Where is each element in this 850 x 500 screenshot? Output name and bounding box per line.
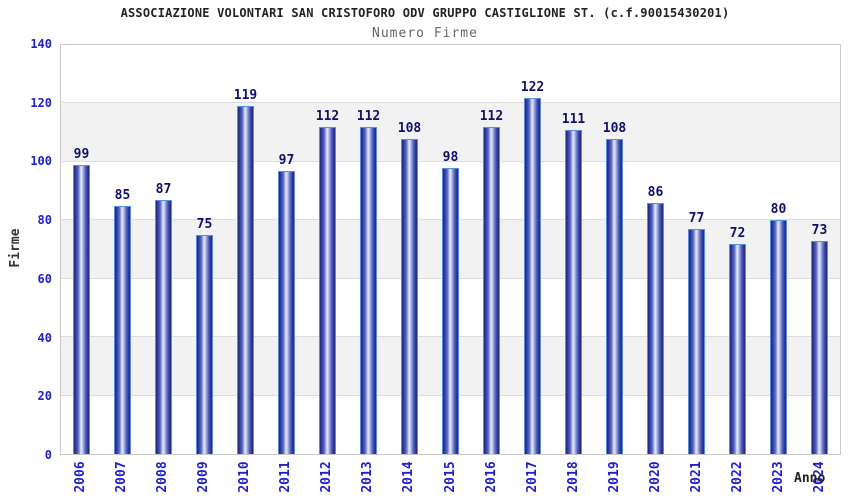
bar-value-label: 119 bbox=[233, 88, 258, 104]
bar bbox=[401, 138, 418, 454]
bar-value-label: 112 bbox=[479, 108, 504, 124]
bar bbox=[113, 205, 131, 454]
chart-title: ASSOCIAZIONE VOLONTARI SAN CRISTOFORO OD… bbox=[120, 6, 730, 20]
bar-value-label: 85 bbox=[114, 187, 131, 203]
y-tick-label: 120 bbox=[30, 95, 52, 110]
x-tick-label: 2006 bbox=[72, 461, 88, 493]
bar bbox=[647, 202, 664, 454]
bar-value-label: 108 bbox=[397, 120, 422, 136]
bar-value-label: 80 bbox=[770, 202, 787, 218]
bar-value-label: 122 bbox=[520, 79, 545, 95]
bar bbox=[565, 129, 582, 454]
bar bbox=[442, 167, 459, 454]
bar bbox=[196, 234, 213, 454]
y-axis: 0 20 40 60 80 100 120 140 bbox=[0, 37, 52, 462]
bar-value-label: 112 bbox=[356, 108, 381, 124]
bar bbox=[319, 126, 336, 454]
x-tick-label: 2011 bbox=[278, 461, 294, 493]
chart-subtitle: Numero Firme bbox=[372, 26, 478, 41]
bar-value-label: 98 bbox=[442, 149, 459, 165]
plot-area: 99 85 87 75 119 97 112 112 108 98 112 122 111 108 86 77… bbox=[60, 44, 841, 455]
bar bbox=[688, 229, 705, 454]
bar bbox=[606, 138, 623, 454]
x-tick-label: 2016 bbox=[483, 461, 499, 493]
bar-value-label: 108 bbox=[602, 120, 627, 136]
x-axis: 2006 2007 2008 2009 2010 2011 2012 2013 2014 2015… bbox=[60, 455, 841, 500]
x-tick-label: 2007 bbox=[113, 461, 129, 493]
y-axis-title: Firme bbox=[8, 228, 23, 268]
bar bbox=[482, 126, 500, 454]
bar-value-label: 97 bbox=[278, 152, 295, 168]
x-tick-label: 2010 bbox=[236, 461, 252, 493]
grid-band bbox=[61, 45, 840, 104]
bar-value-label: 111 bbox=[561, 111, 586, 127]
x-tick-label: 2019 bbox=[606, 461, 622, 493]
grid-line bbox=[61, 102, 840, 104]
bar bbox=[524, 97, 541, 454]
bar bbox=[729, 243, 746, 454]
bar bbox=[360, 126, 377, 454]
bar-value-label: 112 bbox=[315, 108, 340, 124]
x-tick-label: 2020 bbox=[648, 461, 664, 493]
y-tick-label: 140 bbox=[30, 37, 52, 51]
bar bbox=[811, 240, 828, 454]
y-tick-label: 0 bbox=[44, 448, 52, 462]
x-tick-label: 2021 bbox=[689, 461, 705, 493]
x-tick-label: 2022 bbox=[730, 461, 746, 493]
bar-value-label: 86 bbox=[647, 184, 664, 200]
x-tick-label: 2012 bbox=[319, 461, 335, 493]
y-tick-label: 20 bbox=[37, 389, 52, 404]
x-tick-label: 2008 bbox=[154, 461, 170, 493]
bar-value-label: 75 bbox=[196, 216, 213, 232]
x-tick-label: 2023 bbox=[771, 461, 787, 493]
y-tick-label: 40 bbox=[37, 330, 52, 345]
bar-value-label: 72 bbox=[729, 225, 746, 241]
bar bbox=[237, 106, 254, 454]
bar bbox=[155, 199, 172, 454]
bar bbox=[278, 170, 295, 454]
bar bbox=[770, 220, 787, 454]
x-tick-label: 2009 bbox=[195, 461, 211, 493]
y-tick-label: 80 bbox=[37, 213, 52, 228]
bar bbox=[73, 164, 90, 454]
bar-value-label: 73 bbox=[811, 222, 828, 238]
grid-line bbox=[61, 160, 840, 162]
bar-value-label: 77 bbox=[688, 211, 705, 227]
x-tick-label: 2017 bbox=[524, 461, 540, 493]
x-tick-label: 2015 bbox=[442, 461, 458, 493]
x-tick-label: 2018 bbox=[565, 461, 581, 493]
x-tick-label: 2013 bbox=[360, 461, 376, 493]
bar-value-label: 87 bbox=[155, 181, 172, 197]
bar-value-label: 99 bbox=[73, 146, 90, 162]
y-tick-label: 60 bbox=[37, 271, 52, 286]
x-axis-title: Anno bbox=[794, 471, 826, 486]
grid-band bbox=[61, 103, 840, 162]
x-tick-label: 2014 bbox=[401, 461, 417, 493]
y-tick-label: 100 bbox=[30, 154, 52, 169]
